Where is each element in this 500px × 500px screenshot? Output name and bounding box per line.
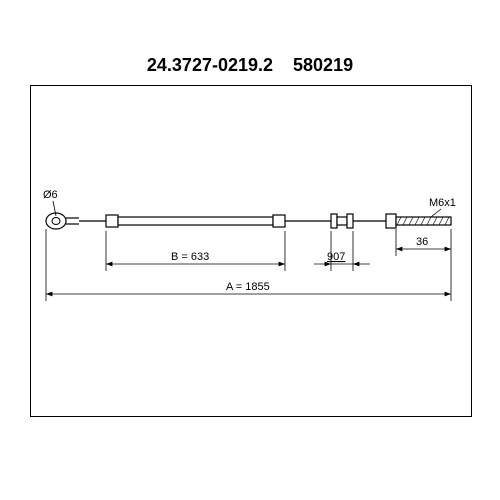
part-number: 24.3727-0219.2 xyxy=(147,55,273,75)
svg-text:Ø6: Ø6 xyxy=(43,189,58,201)
svg-text:M6x1: M6x1 xyxy=(429,197,456,209)
svg-text:A = 1855: A = 1855 xyxy=(226,281,270,293)
sleeve-long xyxy=(106,215,285,227)
header-title: 24.3727-0219.2 580219 xyxy=(147,55,353,76)
threaded-end xyxy=(386,214,451,228)
svg-text:36: 36 xyxy=(416,236,428,248)
eyelet-end xyxy=(46,213,79,229)
stopper-collar xyxy=(331,214,353,228)
technical-drawing: Ø6 M6x1 xyxy=(31,86,471,416)
thread-label: M6x1 xyxy=(429,197,456,217)
dim-907: 907 xyxy=(314,251,370,264)
svg-text:B = 633: B = 633 xyxy=(171,251,209,263)
svg-text:907: 907 xyxy=(327,251,345,263)
dim-a: A = 1855 xyxy=(46,281,451,294)
diagram-container: 24.3727-0219.2 580219 xyxy=(0,0,500,500)
eyelet-diameter-label: Ø6 xyxy=(43,189,58,216)
drawing-frame: Ø6 M6x1 xyxy=(30,85,472,417)
secondary-number: 580219 xyxy=(293,55,353,75)
dim-36: 36 xyxy=(396,236,451,249)
dim-b: B = 633 xyxy=(106,251,285,264)
